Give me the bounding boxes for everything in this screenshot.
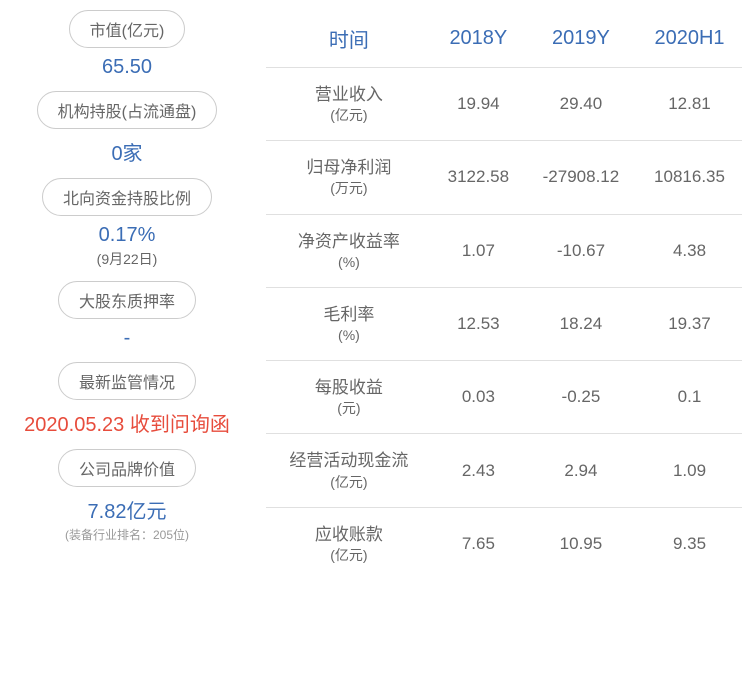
pledge-rate-value: - — [124, 327, 131, 350]
metric-ar: 应收账款 (亿元) — [266, 507, 432, 580]
cell-value: 9.35 — [637, 507, 742, 580]
header-2019: 2019Y — [525, 10, 637, 68]
northbound-block: 北向资金持股比例 0.17% (9月22日) — [8, 178, 246, 269]
metric-eps: 每股收益 (元) — [266, 361, 432, 434]
brand-value-label: 公司品牌价值 — [58, 449, 196, 487]
metric-revenue: 营业收入 (亿元) — [266, 68, 432, 141]
header-time: 时间 — [266, 10, 432, 68]
market-cap-label: 市值(亿元) — [69, 10, 186, 48]
table-row: 归母净利润 (万元) 3122.58 -27908.12 10816.35 — [266, 141, 742, 214]
header-2018: 2018Y — [432, 10, 525, 68]
regulatory-label: 最新监管情况 — [58, 362, 196, 400]
brand-value-sub: (装备行业排名：205位) — [65, 526, 189, 543]
cell-value: 12.81 — [637, 68, 742, 141]
financial-table: 时间 2018Y 2019Y 2020H1 营业收入 (亿元) 19.94 29… — [266, 10, 742, 580]
cell-value: -0.25 — [525, 361, 637, 434]
brand-value-block: 公司品牌价值 7.82亿元 (装备行业排名：205位) — [8, 449, 246, 543]
cell-value: 18.24 — [525, 287, 637, 360]
cell-value: 2.94 — [525, 434, 637, 507]
regulatory-block: 最新监管情况 2020.05.23 收到问询函 — [8, 362, 246, 437]
metric-gross-margin: 毛利率 (%) — [266, 287, 432, 360]
cell-value: 7.65 — [432, 507, 525, 580]
cell-value: 1.09 — [637, 434, 742, 507]
table-row: 净资产收益率 (%) 1.07 -10.67 4.38 — [266, 214, 742, 287]
cell-value: 19.94 — [432, 68, 525, 141]
table-row: 营业收入 (亿元) 19.94 29.40 12.81 — [266, 68, 742, 141]
pledge-rate-block: 大股东质押率 - — [8, 281, 246, 350]
table-row: 经营活动现金流 (亿元) 2.43 2.94 1.09 — [266, 434, 742, 507]
right-panel: 时间 2018Y 2019Y 2020H1 营业收入 (亿元) 19.94 29… — [258, 10, 742, 668]
left-panel: 市值(亿元) 65.50 机构持股(占流通盘) 0家 北向资金持股比例 0.17… — [8, 10, 258, 668]
cell-value: 2.43 — [432, 434, 525, 507]
cell-value: 0.1 — [637, 361, 742, 434]
metric-roe: 净资产收益率 (%) — [266, 214, 432, 287]
cell-value: 19.37 — [637, 287, 742, 360]
table-row: 毛利率 (%) 12.53 18.24 19.37 — [266, 287, 742, 360]
market-cap-block: 市值(亿元) 65.50 — [8, 10, 246, 79]
institution-holding-label: 机构持股(占流通盘) — [37, 91, 218, 129]
institution-holding-block: 机构持股(占流通盘) 0家 — [8, 91, 246, 166]
cell-value: 10.95 — [525, 507, 637, 580]
regulatory-value: 2020.05.23 收到问询函 — [24, 408, 230, 437]
brand-value-value: 7.82亿元 — [88, 495, 167, 524]
cell-value: 1.07 — [432, 214, 525, 287]
cell-value: -27908.12 — [525, 141, 637, 214]
cell-value: 4.38 — [637, 214, 742, 287]
table-row: 每股收益 (元) 0.03 -0.25 0.1 — [266, 361, 742, 434]
market-cap-value: 65.50 — [102, 56, 152, 79]
northbound-value: 0.17% — [99, 224, 156, 247]
table-row: 应收账款 (亿元) 7.65 10.95 9.35 — [266, 507, 742, 580]
institution-holding-value: 0家 — [111, 137, 142, 166]
pledge-rate-label: 大股东质押率 — [58, 281, 196, 319]
table-header-row: 时间 2018Y 2019Y 2020H1 — [266, 10, 742, 68]
cell-value: -10.67 — [525, 214, 637, 287]
northbound-sub: (9月22日) — [97, 249, 158, 269]
metric-net-profit: 归母净利润 (万元) — [266, 141, 432, 214]
metric-ocf: 经营活动现金流 (亿元) — [266, 434, 432, 507]
cell-value: 12.53 — [432, 287, 525, 360]
cell-value: 0.03 — [432, 361, 525, 434]
cell-value: 29.40 — [525, 68, 637, 141]
cell-value: 10816.35 — [637, 141, 742, 214]
header-2020h1: 2020H1 — [637, 10, 742, 68]
northbound-label: 北向资金持股比例 — [42, 178, 212, 216]
cell-value: 3122.58 — [432, 141, 525, 214]
